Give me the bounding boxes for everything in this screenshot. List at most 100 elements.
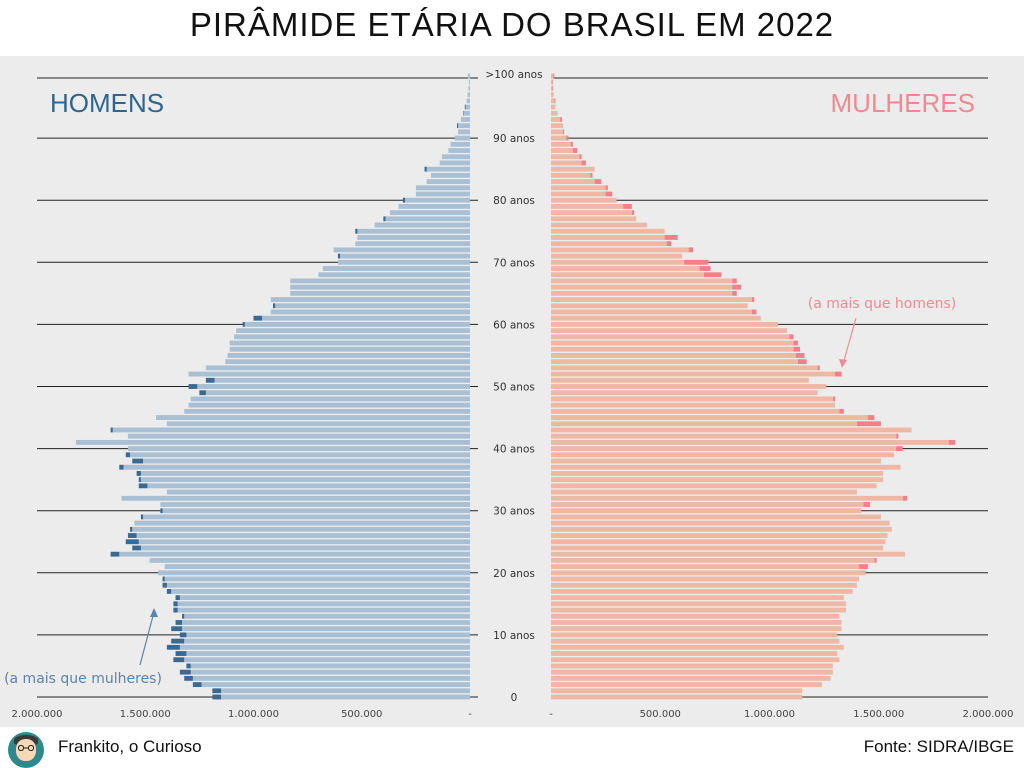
men-bar: [229, 346, 470, 352]
women-bar: [551, 278, 733, 284]
women-bar: [551, 315, 761, 321]
women-bar: [551, 427, 912, 433]
men-excess-bar: [171, 626, 183, 632]
men-bar: [468, 85, 470, 91]
men-bar: [385, 216, 470, 222]
men-bar: [179, 595, 470, 601]
women-bar: [551, 471, 884, 476]
women-excess-bar: [631, 210, 635, 216]
men-bar: [140, 471, 471, 476]
women-bar: [551, 390, 818, 396]
women-excess-bar: [863, 502, 871, 507]
women-bar: [551, 216, 637, 222]
women-bar: [551, 477, 884, 483]
men-bar: [134, 520, 471, 526]
age-axis-labels: >100 anos 90 anos 80 anos 70 anos 60 anos 50 …: [485, 69, 542, 704]
men-bar: [357, 228, 470, 234]
men-bar: [186, 651, 470, 656]
women-excess-bar: [789, 334, 794, 340]
women-bar: [551, 589, 853, 594]
men-bar: [467, 92, 470, 98]
women-bar: [551, 117, 561, 122]
women-bar: [551, 415, 868, 420]
author-avatar: [8, 732, 44, 768]
women-bar: [551, 601, 846, 607]
age-tick-label: 60 anos: [493, 319, 535, 331]
women-bar: [551, 402, 836, 408]
men-bar: [290, 290, 470, 296]
women-bar: [551, 371, 836, 377]
men-bar: [119, 551, 471, 557]
age-tick-label: 20 anos: [493, 568, 535, 580]
women-excess-bar: [664, 235, 678, 240]
men-bar: [164, 564, 471, 570]
women-excess-bar: [793, 346, 801, 352]
women-bar: [551, 644, 844, 650]
women-bar: [551, 551, 905, 557]
men-excess-bar: [184, 675, 193, 681]
men-bar: [132, 526, 470, 532]
author-name: Frankito, o Curioso: [58, 737, 202, 756]
women-excess-bar: [666, 241, 672, 247]
women-bar: [551, 328, 787, 334]
men-bar: [333, 247, 470, 253]
men-bar: [184, 638, 470, 644]
annotation-more-men: (a mais que mulheres): [4, 671, 162, 687]
women-bar: [551, 303, 748, 309]
women-bar: [551, 179, 595, 184]
women-bar: [551, 79, 553, 85]
women-bar: [551, 284, 733, 290]
men-excess-bar: [173, 601, 178, 607]
women-bar: [551, 626, 842, 632]
men-bar: [160, 502, 470, 507]
women-excess-bar: [896, 433, 899, 439]
men-excess-bar: [130, 526, 133, 532]
men-bar: [190, 663, 470, 669]
women-excess-bar: [703, 272, 722, 278]
men-bar: [221, 694, 470, 700]
men-bar: [162, 508, 470, 514]
men-bar: [164, 576, 471, 582]
men-excess-bar: [136, 471, 141, 476]
women-bar: [551, 73, 554, 79]
women-bar: [551, 166, 595, 172]
men-excess-bar: [173, 607, 178, 613]
men-excess-bar: [175, 651, 187, 656]
women-bar: [551, 607, 846, 613]
men-bar: [270, 297, 470, 302]
women-excess-bar: [570, 141, 573, 147]
men-bar: [454, 135, 470, 141]
men-bar: [190, 396, 470, 402]
women-bar: [551, 533, 888, 538]
women-bar: [551, 185, 606, 191]
men-bar: [337, 259, 470, 265]
men-bar: [127, 446, 471, 452]
men-bar: [460, 117, 470, 122]
men-excess-bar: [175, 620, 183, 625]
women-bar: [551, 557, 875, 563]
men-excess-bar: [199, 390, 206, 396]
women-bar: [551, 582, 857, 588]
men-bar: [426, 166, 470, 172]
women-bar: [551, 365, 818, 371]
men-excess-bar: [242, 321, 245, 327]
men-bar: [138, 539, 470, 545]
men-bar: [75, 439, 470, 445]
women-excess-bar: [552, 85, 554, 91]
men-axis-tick: 2.000.000: [12, 709, 63, 720]
women-bar: [551, 210, 632, 216]
women-bar: [551, 595, 844, 601]
men-axis-tick: 1.500.000: [120, 709, 171, 720]
men-excess-bar: [127, 533, 137, 538]
women-excess-bar: [732, 278, 737, 284]
women-excess-bar: [623, 203, 632, 209]
women-excess-bar: [896, 446, 903, 452]
women-excess-bar: [560, 117, 562, 122]
men-bar: [439, 160, 470, 166]
men-bar: [143, 458, 470, 464]
men-bar: [450, 141, 470, 147]
women-bar: [551, 464, 901, 470]
women-axis-tick: 2.000.000: [963, 709, 1014, 720]
women-excess-bar: [839, 408, 844, 414]
women-bar: [551, 514, 881, 520]
